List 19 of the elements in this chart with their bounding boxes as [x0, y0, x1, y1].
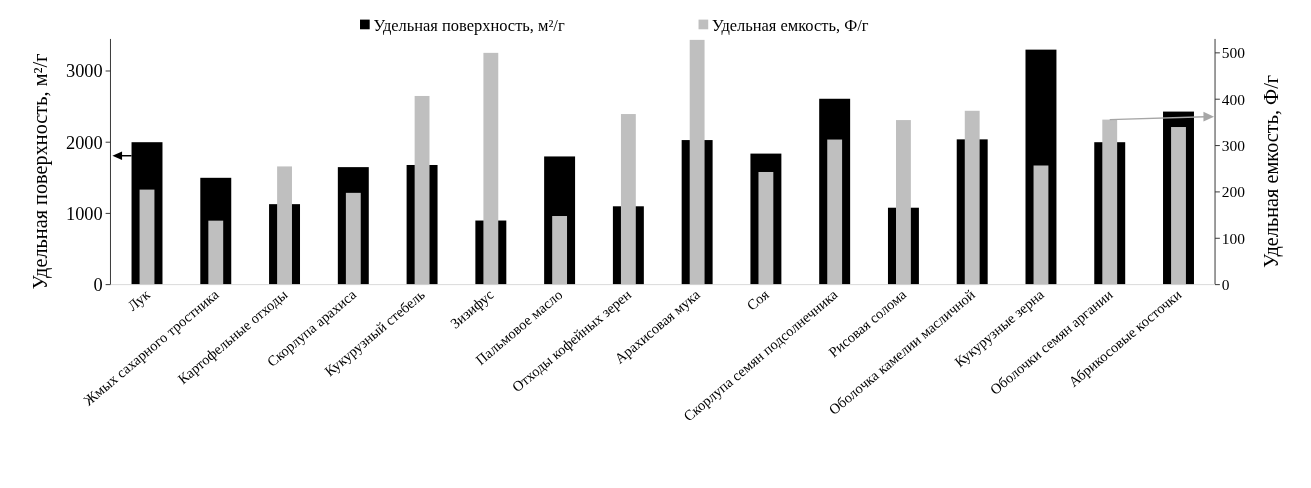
legend-label: Удельная поверхность, м²/г [373, 16, 565, 36]
bar [1033, 165, 1049, 285]
bar [139, 189, 155, 285]
y-axis-title: Удельная поверхность, м²/г [28, 53, 52, 290]
y2-tick-label: 300 [1221, 136, 1246, 154]
bar [208, 220, 224, 285]
legend-label: Удельная емкость, Ф/г [712, 16, 869, 36]
y2-tick-label: 100 [1221, 229, 1246, 247]
y2-tick-label: 0 [1221, 276, 1230, 294]
y-tick-label: 2000 [66, 132, 103, 153]
x-tick-label: Лук [124, 285, 154, 314]
y2-tick-label: 200 [1221, 183, 1246, 201]
y2-axis-title: Удельная емкость, Ф/г [1259, 74, 1283, 269]
y2-tick-label: 400 [1221, 90, 1246, 108]
y-tick-label: 0 [93, 275, 103, 296]
bar [552, 216, 568, 285]
y-tick-label: 3000 [66, 61, 103, 82]
y2-tick-label: 500 [1221, 44, 1246, 62]
y-tick-label: 1000 [66, 203, 103, 224]
